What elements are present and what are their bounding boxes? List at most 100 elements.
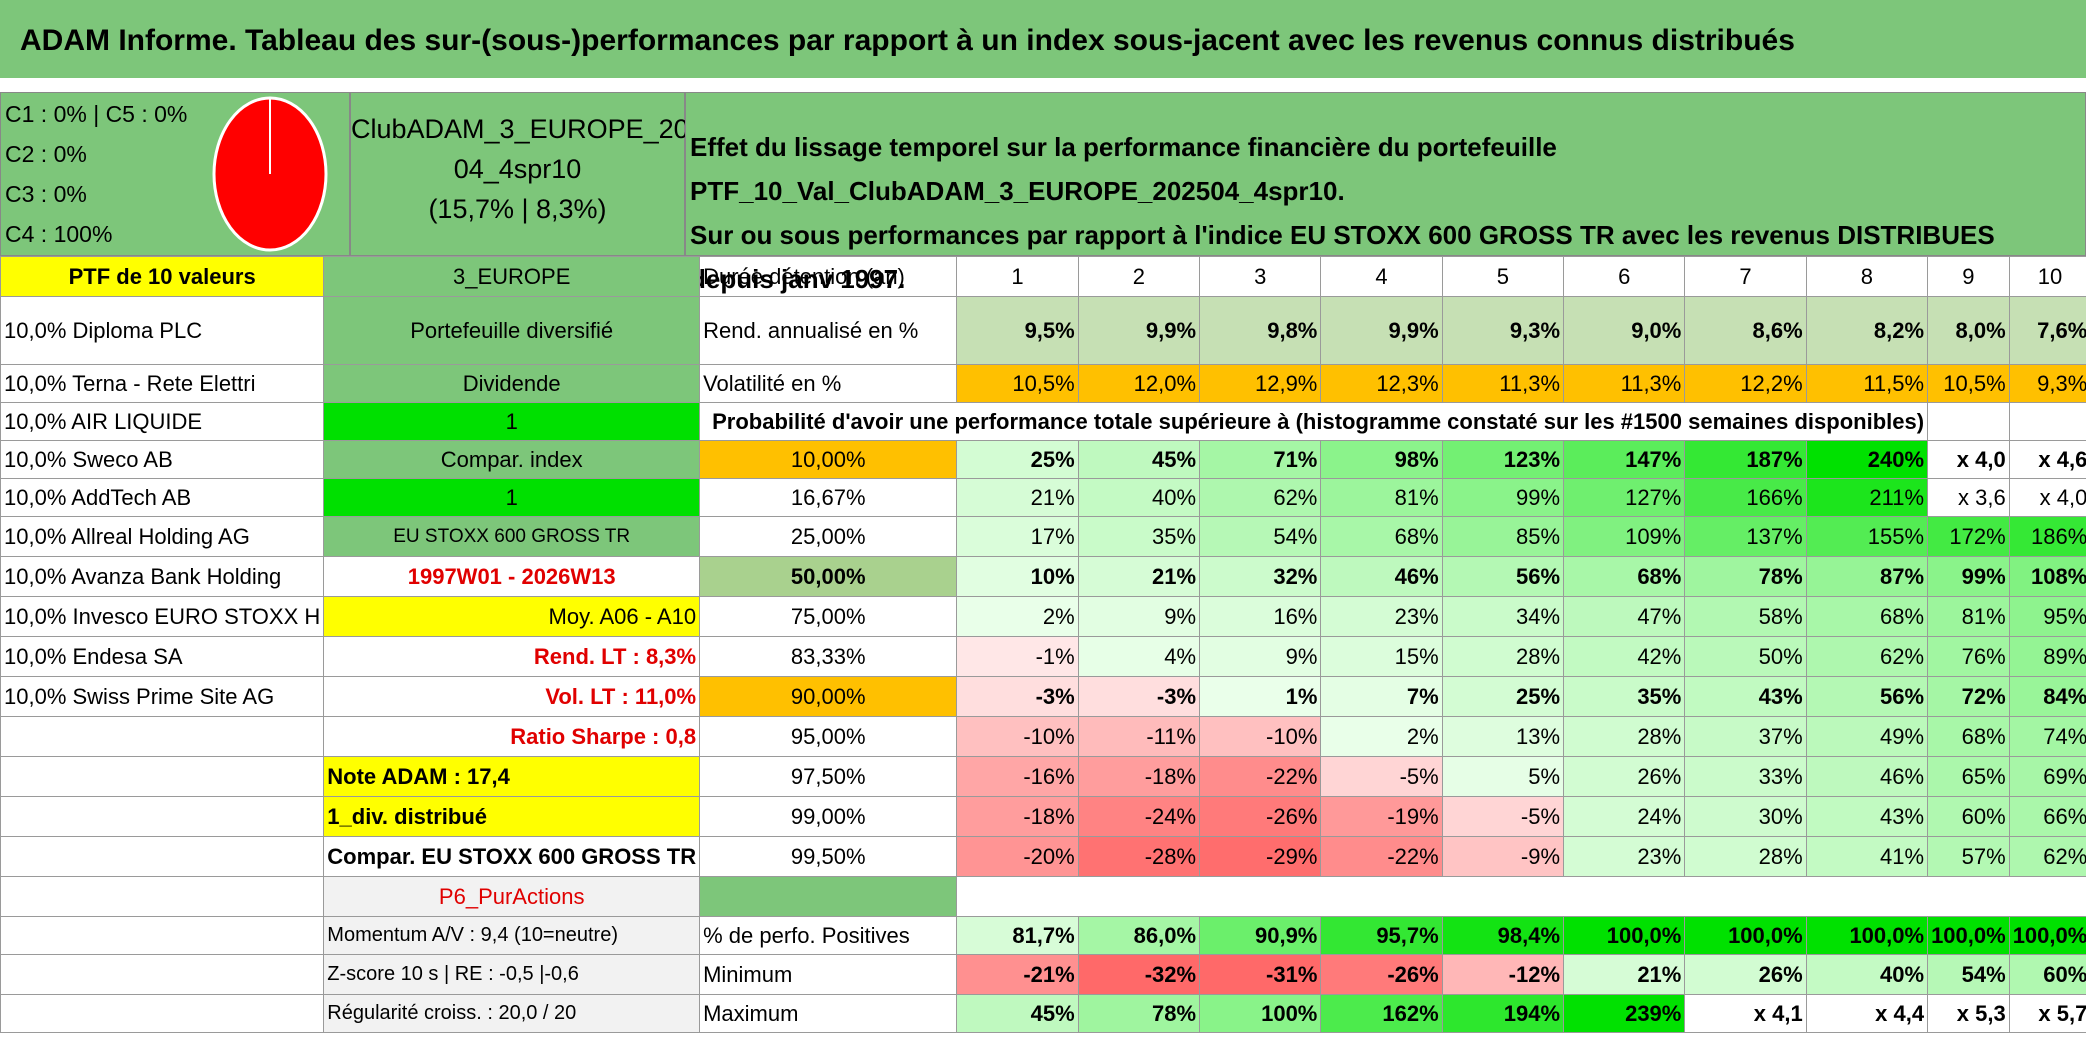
probability-level: 25,00% xyxy=(699,516,958,557)
maximum-cell: 100% xyxy=(1199,994,1322,1033)
maximum-cell: x 4,4 xyxy=(1805,994,1929,1033)
probability-cell: -26% xyxy=(1199,796,1322,837)
probability-level: 16,67% xyxy=(699,478,958,517)
empty-cell xyxy=(0,916,325,955)
probability-level: 83,33% xyxy=(699,636,958,677)
maximum-cell: 194% xyxy=(1441,994,1565,1033)
probability-cell: 25% xyxy=(1441,676,1565,717)
year-header: 4 xyxy=(1320,256,1443,297)
probability-cell: 33% xyxy=(1684,756,1807,797)
probability-cell: 25% xyxy=(956,440,1079,479)
table-row: 10,0% Endesa SA Rend. LT : 8,3% 83,33% -1% 4… xyxy=(0,636,2086,677)
probability-title: Probabilité d'avoir une performance tota… xyxy=(699,402,1929,441)
probability-cell: 1% xyxy=(1199,676,1322,717)
long-term-return: Rend. LT : 8,3% xyxy=(323,636,701,677)
probability-cell: 28% xyxy=(1441,636,1565,677)
probability-cell: 99% xyxy=(1441,478,1565,517)
probability-level: 99,50% xyxy=(699,836,958,877)
empty-cell xyxy=(699,876,958,917)
probability-cell: 95% xyxy=(2008,596,2086,637)
probability-cell: -24% xyxy=(1077,796,1201,837)
table-row: Ratio Sharpe : 0,8 95,00% -10% -11% -10% 2% 13… xyxy=(0,716,2086,757)
positive-perf-cell: 100,0% xyxy=(1563,916,1686,955)
probability-cell: 10% xyxy=(956,556,1079,597)
probability-cell: 74% xyxy=(2008,716,2086,757)
index-name: EU STOXX 600 GROSS TR xyxy=(323,516,701,557)
probability-level: 97,50% xyxy=(699,756,958,797)
table-row: 10,0% Avanza Bank Holding 1997W01 - 2026W… xyxy=(0,556,2086,597)
probability-cell: -3% xyxy=(956,676,1079,717)
compare-label: Compar. EU STOXX 600 GROSS TR xyxy=(323,836,701,877)
probability-cell: 2% xyxy=(956,596,1079,637)
empty-cell xyxy=(1927,402,2010,441)
probability-cell: 68% xyxy=(1563,556,1686,597)
volatility-cell: 10,5% xyxy=(956,364,1079,403)
volatility-cell: 10,5% xyxy=(1927,364,2010,403)
minimum-cell: 40% xyxy=(1805,954,1929,995)
probability-cell: 2% xyxy=(1320,716,1443,757)
probability-cell: 66% xyxy=(2008,796,2086,837)
report-title: ADAM Informe. Tableau des sur-(sous-)per… xyxy=(0,0,2086,78)
spacer xyxy=(0,78,2086,92)
probability-cell: 21% xyxy=(956,478,1079,517)
probability-cell: 32% xyxy=(1199,556,1322,597)
probability-cell: 89% xyxy=(2008,636,2086,677)
period-label: 1997W01 - 2026W13 xyxy=(323,556,701,597)
maximum-cell: 45% xyxy=(956,994,1079,1033)
annual-return-cell: 9,9% xyxy=(1077,296,1201,365)
volatility-label: Volatilité en % xyxy=(699,364,958,403)
positive-perf-cell: 100,0% xyxy=(1927,916,2010,955)
positive-perf-cell: 86,0% xyxy=(1077,916,1201,955)
probability-cell: 57% xyxy=(1927,836,2010,877)
maximum-cell: x 4,1 xyxy=(1684,994,1807,1033)
portfolio-header: PTF de 10 valeurs xyxy=(0,256,325,297)
probability-cell: 4% xyxy=(1077,636,1201,677)
table-row: P6_PurActions xyxy=(0,876,2086,917)
volatility-cell: 11,3% xyxy=(1441,364,1565,403)
maximum-cell: 239% xyxy=(1563,994,1686,1033)
volatility-cell: 11,3% xyxy=(1563,364,1686,403)
probability-cell: 13% xyxy=(1441,716,1565,757)
probability-cell: 72% xyxy=(1927,676,2010,717)
probability-cell: 45% xyxy=(1077,440,1201,479)
momentum-label: Momentum A/V : 9,4 (10=neutre) xyxy=(323,916,701,955)
year-header: 9 xyxy=(1927,256,2010,297)
probability-cell: 9% xyxy=(1077,596,1201,637)
empty-cell xyxy=(2008,402,2086,441)
volatility-cell: 12,2% xyxy=(1684,364,1807,403)
probability-cell: 186% xyxy=(2008,516,2086,557)
probability-cell: 21% xyxy=(1077,556,1201,597)
empty-cell xyxy=(0,836,325,877)
probability-cell: 50% xyxy=(1684,636,1807,677)
probability-cell: 87% xyxy=(1805,556,1929,597)
probability-cell: 9% xyxy=(1199,636,1322,677)
maximum-cell: x 5,7 xyxy=(2008,994,2086,1033)
probability-cell: 68% xyxy=(1805,596,1929,637)
long-term-volatility: Vol. LT : 11,0% xyxy=(323,676,701,717)
minimum-cell: 26% xyxy=(1684,954,1807,995)
table-row: 10,0% Invesco EURO STOXX H Moy. A06 - A10… xyxy=(0,596,2086,637)
probability-level: 95,00% xyxy=(699,716,958,757)
probability-cell: 15% xyxy=(1320,636,1443,677)
probability-cell: 37% xyxy=(1684,716,1807,757)
sharpe-ratio: Ratio Sharpe : 0,8 xyxy=(323,716,701,757)
empty-cell xyxy=(0,716,325,757)
probability-cell: 46% xyxy=(1805,756,1929,797)
empty-cell xyxy=(0,756,325,797)
year-header: 5 xyxy=(1441,256,1565,297)
empty-cell xyxy=(0,954,325,995)
probability-cell: 60% xyxy=(1927,796,2010,837)
volatility-cell: 12,9% xyxy=(1199,364,1322,403)
class-line-4: C4 : 100% xyxy=(5,221,113,247)
category-label: P6_PurActions xyxy=(323,876,701,917)
probability-cell: 49% xyxy=(1805,716,1929,757)
probability-cell: 7% xyxy=(1320,676,1443,717)
minimum-cell: -12% xyxy=(1441,954,1565,995)
maximum-label: Maximum xyxy=(699,994,958,1033)
probability-cell: 26% xyxy=(1563,756,1686,797)
maximum-cell: 78% xyxy=(1077,994,1201,1033)
description-panel: Effet du lissage temporel sur la perform… xyxy=(685,92,2086,294)
probability-cell: 30% xyxy=(1684,796,1807,837)
volatility-cell: 12,3% xyxy=(1320,364,1443,403)
empty-cell xyxy=(0,876,325,917)
